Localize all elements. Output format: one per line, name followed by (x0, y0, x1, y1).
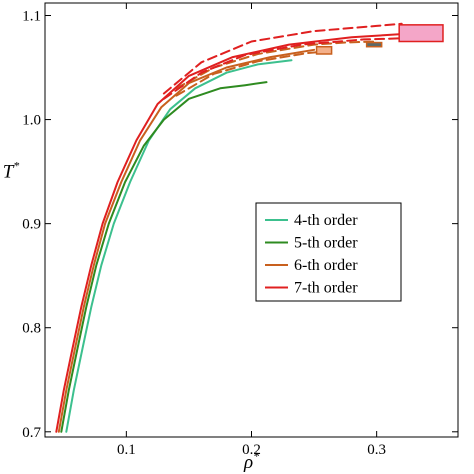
x-axis-label-sup: * (253, 449, 259, 463)
y-tick-label: 0.8 (22, 321, 41, 337)
series-7th-order-line (55, 33, 401, 433)
series-6th-order-critical-box (365, 41, 383, 48)
series-6th-order-critical-box (315, 45, 333, 55)
x-axis-label-main: ρ (243, 452, 253, 473)
legend-label: 6-th order (294, 257, 358, 274)
legend: 4-th order 5-th order 6-th order 7-th order (255, 202, 402, 302)
series-6th-order-bound-line (175, 40, 378, 90)
series-layer (55, 22, 444, 433)
legend-label: 4-th order (294, 212, 358, 229)
y-tick-label: 0.9 (22, 217, 41, 233)
legend-label: 7-th order (294, 280, 358, 297)
y-tick-label: 0.7 (22, 425, 41, 441)
y-tick-label: 1.1 (22, 8, 41, 24)
x-tick-label: 0.1 (117, 442, 136, 458)
series-4th-order-line (65, 59, 293, 433)
x-tick-label: 0.2 (242, 442, 261, 458)
series-7th-order-bound-line (162, 37, 401, 100)
y-axis-label: T* (3, 159, 20, 183)
ticks-layer: 0.1 0.2 0.3 0.7 0.8 0.9 1.0 1.1 (22, 3, 458, 458)
series-7th-order-bound-line (162, 22, 403, 95)
y-axis-label-sup: * (13, 159, 19, 173)
y-tick-label: 1.0 (22, 113, 41, 129)
x-axis-label: ρ* (243, 449, 259, 473)
y-axis-label-main: T (3, 162, 15, 183)
x-tick-label: 0.3 (367, 442, 386, 458)
series-5th-order-line (60, 81, 268, 433)
legend-label: 5-th order (294, 235, 358, 252)
series-6th-order-line (57, 48, 316, 433)
series-7th-order-critical-box (398, 24, 444, 43)
